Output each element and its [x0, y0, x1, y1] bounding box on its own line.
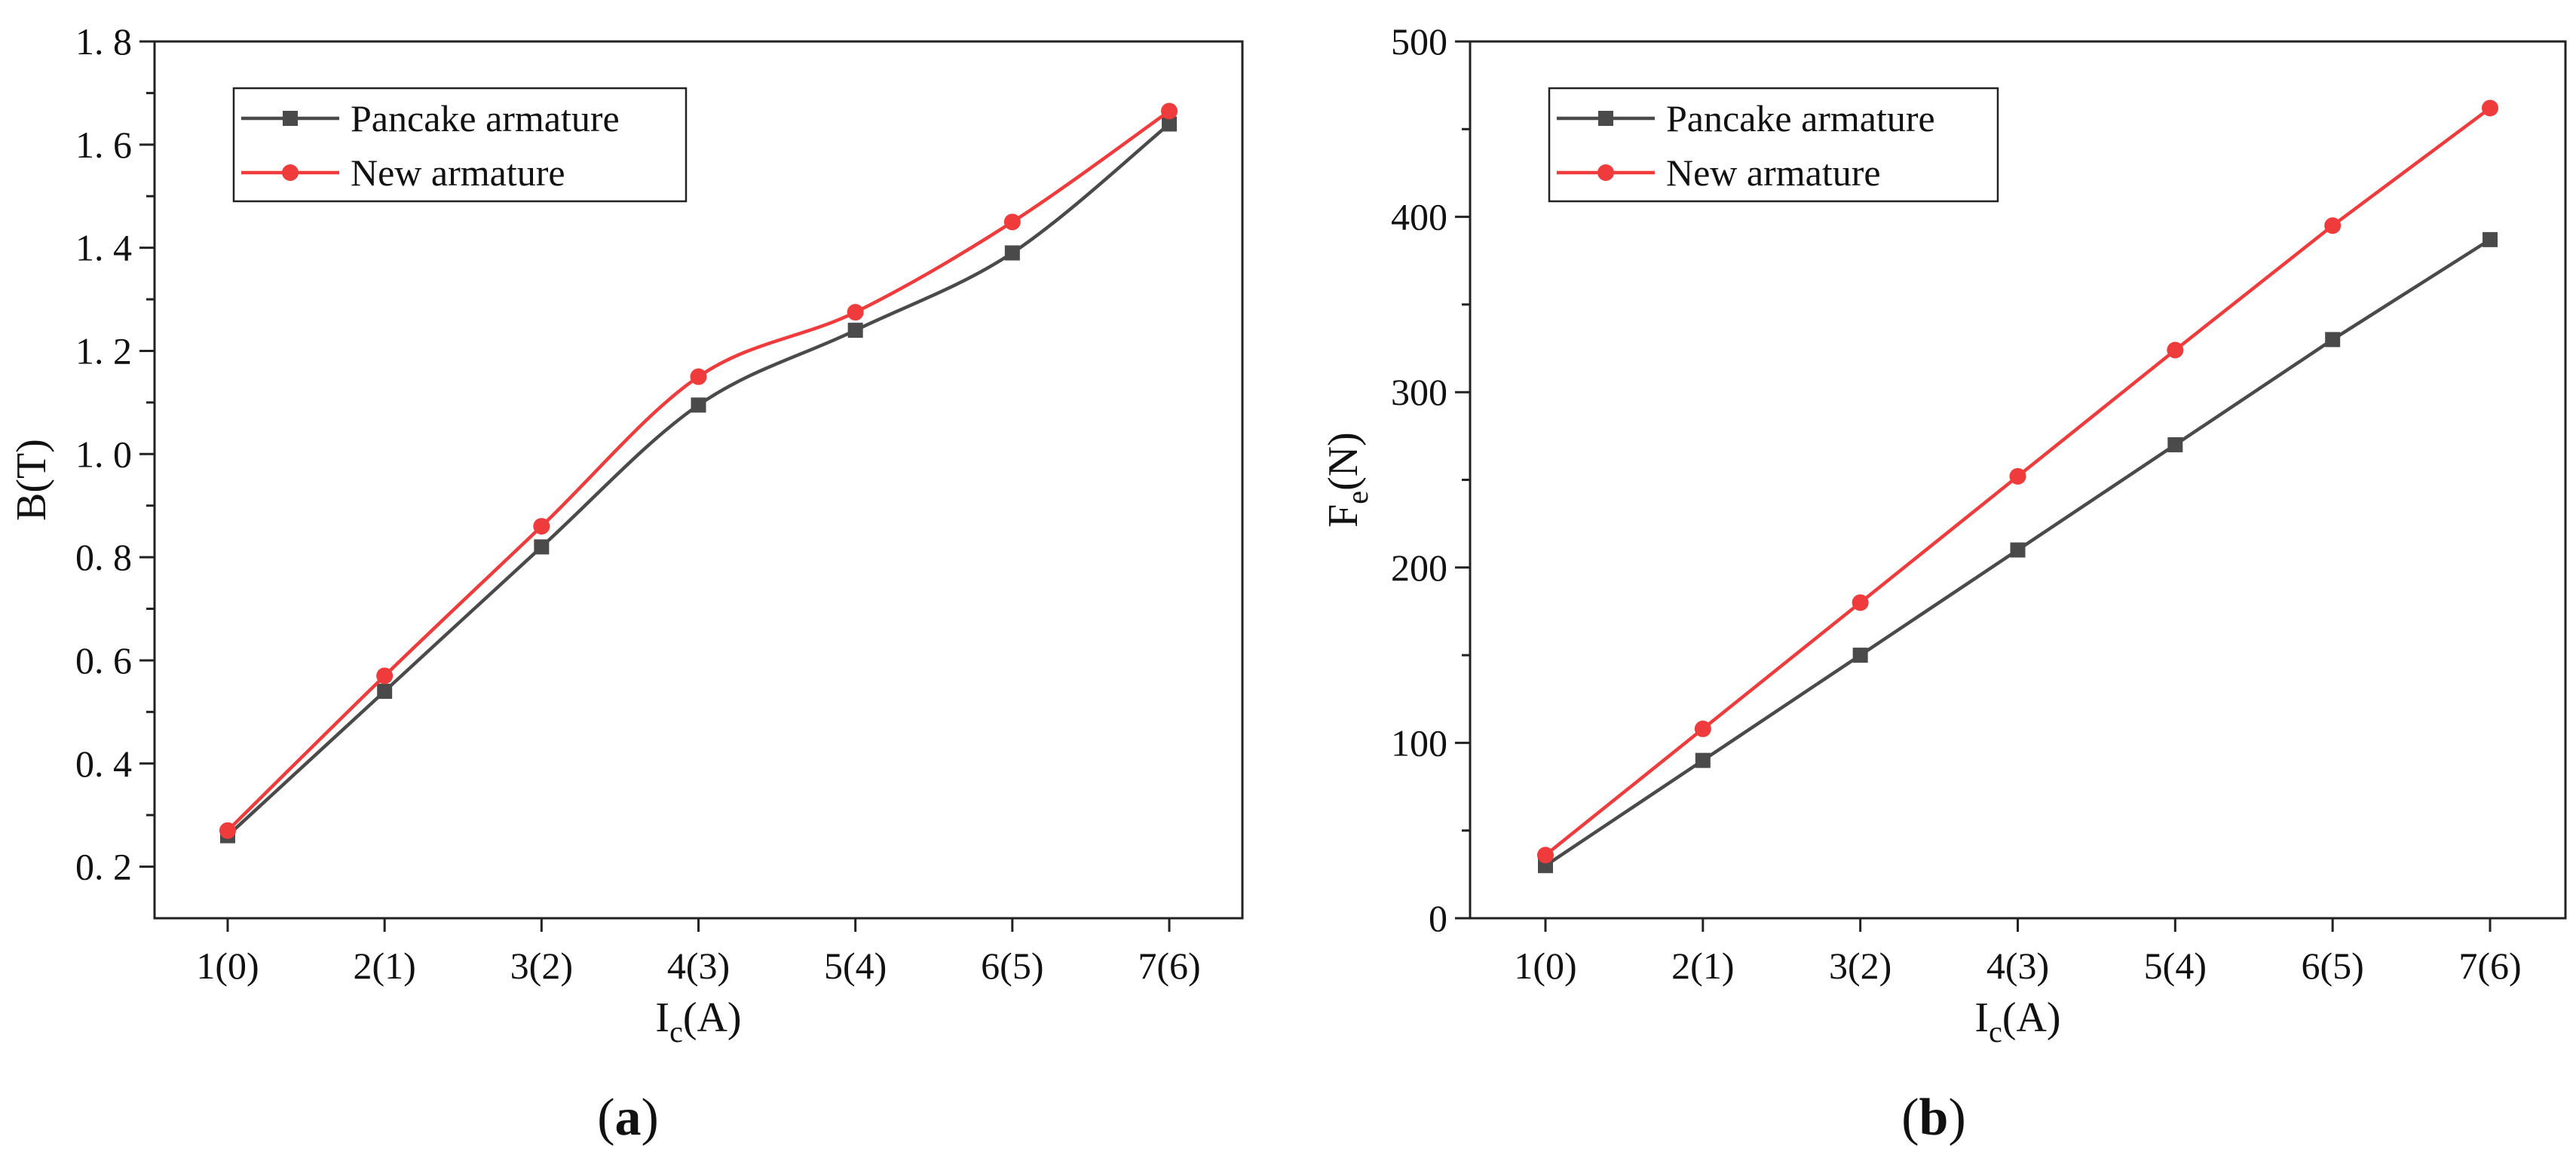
- panel-a-point-new-armature: [219, 822, 236, 839]
- panel-b-legend-marker-new-armature: [1597, 164, 1614, 181]
- panel-b-y-tick-label: 300: [1391, 371, 1447, 413]
- panel-a-label: (a): [597, 1089, 659, 1147]
- panel-a-legend-label-new-armature: New armature: [351, 152, 565, 194]
- panel-b-point-new-armature: [2324, 217, 2342, 234]
- panel-b-y-tick-label: 100: [1391, 721, 1447, 764]
- panel-a-point-new-armature: [1003, 213, 1021, 231]
- panel-a-x-tick-label: 4(3): [667, 945, 730, 987]
- panel-b-point-pancake-armature: [2483, 231, 2498, 247]
- panel-a-x-tick-label: 2(1): [354, 945, 416, 987]
- panel-a-x-axis-label: Ic(A): [655, 994, 741, 1049]
- panel-b-point-new-armature: [2482, 100, 2498, 117]
- panel-a-point-new-armature: [847, 304, 864, 321]
- panel-b-y-tick-label: 200: [1391, 547, 1447, 589]
- panel-a-point-pancake-armature: [847, 323, 863, 338]
- panel-b-x-tick-label: 4(3): [1986, 945, 2049, 987]
- panel-b-point-pancake-armature: [2010, 542, 2026, 558]
- panel-a-point-pancake-armature: [1162, 116, 1177, 132]
- panel-b-label: (b): [1901, 1089, 1966, 1147]
- panel-b-x-tick-label: 1(0): [1514, 945, 1576, 987]
- panel-a-series-line-new-armature: [226, 109, 1171, 832]
- panel-b-point-pancake-armature: [1695, 752, 1711, 768]
- panel-a-point-pancake-armature: [534, 539, 550, 555]
- panel-b-x-tick-label: 3(2): [1829, 945, 1891, 987]
- panel-b-point-pancake-armature: [1852, 648, 1868, 663]
- panel-a-point-new-armature: [533, 518, 550, 535]
- panel-b-x-axis-label: Ic(A): [1974, 994, 2060, 1049]
- panel-b-legend: [1548, 87, 1999, 203]
- panel-b-point-new-armature: [1852, 594, 1869, 611]
- panel-b-chart: 1(0) 2(1) 3(2) 4(3) 5(4) 6(5) 7(6) 0 100 200 300 40…: [1320, 20, 2567, 1147]
- panel-a-legend-marker-new-armature: [282, 164, 299, 181]
- panel-b-x-tick-label: 7(6): [2458, 945, 2521, 987]
- panel-a-legend: [232, 87, 688, 203]
- panel-a-y-tick-label: 0. 4: [75, 743, 132, 785]
- panel-a-x-tick-label: 7(6): [1138, 945, 1200, 987]
- panel-a-x-tick-label: 5(4): [824, 945, 887, 987]
- panel-b-point-pancake-armature: [2325, 332, 2341, 348]
- panel-a-y-tick-label: 1. 2: [75, 329, 132, 372]
- panel-b-y-axis-label: Fe(N): [1320, 432, 1374, 528]
- panel-a-x-tick-label: 6(5): [981, 945, 1043, 987]
- panel-a-point-new-armature: [376, 667, 394, 685]
- panel-a-series-line-pancake-armature: [226, 122, 1171, 838]
- panel-a-legend-marker-pancake-armature: [283, 111, 298, 126]
- panel-b-legend-marker-pancake-armature: [1598, 111, 1613, 126]
- panel-a-chart: 1(0) 2(1) 3(2) 4(3) 5(4) 6(5) 7(6) 0. 2 0. 4 0. 6…: [8, 20, 1244, 1147]
- panel-b-point-new-armature: [1694, 720, 1711, 737]
- panel-a-y-tick-label: 0. 2: [75, 846, 132, 888]
- panel-b-point-new-armature: [2167, 342, 2184, 359]
- panel-b-point-new-armature: [2009, 467, 2026, 485]
- panel-a-y-tick-label: 0. 6: [75, 639, 132, 682]
- panel-b-legend-label-pancake-armature: Pancake armature: [1666, 97, 1935, 139]
- panel-a-x-tick-label: 1(0): [196, 945, 259, 987]
- panel-b-legend-label-new-armature: New armature: [1666, 152, 1881, 194]
- panel-b-y-tick-label: 400: [1391, 196, 1447, 238]
- panel-a-point-new-armature: [1161, 103, 1178, 120]
- panel-a-x-tick-label: 3(2): [510, 945, 573, 987]
- panel-a-y-tick-label: 0. 8: [75, 536, 132, 578]
- panel-a-point-pancake-armature: [377, 683, 393, 699]
- panel-a-point-pancake-armature: [1004, 245, 1020, 261]
- panel-a-legend-label-pancake-armature: Pancake armature: [351, 97, 620, 139]
- panel-b-y-tick-label: 0: [1429, 897, 1447, 939]
- panel-a-y-axis-label: B(T): [8, 439, 55, 521]
- panel-a-y-tick-label: 1. 8: [75, 20, 132, 63]
- panel-a-point-new-armature: [690, 368, 707, 385]
- panel-b-point-new-armature: [1537, 847, 1554, 864]
- panel-b-x-tick-label: 2(1): [1671, 945, 1734, 987]
- panel-a-point-pancake-armature: [691, 397, 706, 413]
- panel-b-point-pancake-armature: [2167, 436, 2183, 452]
- panel-a-y-tick-label: 1. 6: [75, 124, 132, 166]
- panel-a-y-tick-label: 1. 0: [75, 433, 132, 475]
- panel-a-y-tick-label: 1. 4: [75, 227, 132, 269]
- panel-b-y-tick-label: 500: [1391, 20, 1447, 63]
- panel-b-x-tick-label: 5(4): [2144, 945, 2207, 987]
- panel-b-x-tick-label: 6(5): [2302, 945, 2364, 987]
